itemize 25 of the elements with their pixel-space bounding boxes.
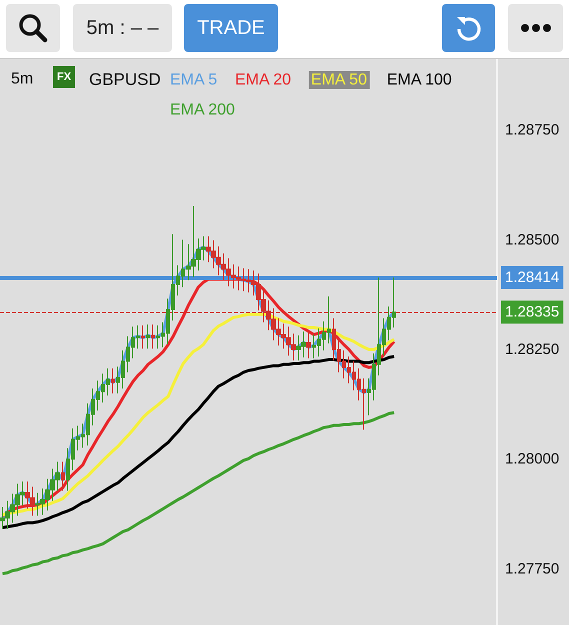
ref-line-label: 1.28414 [505, 269, 560, 286]
text: 5m [11, 70, 34, 88]
ref-line-label: 1.28335 [505, 304, 560, 321]
y-tick-label: 1.28500 [505, 231, 560, 248]
y-tick-label: 1.28250 [505, 340, 560, 358]
candlestick [151, 324, 155, 350]
text: TRADE [184, 4, 278, 52]
text: GBPUSD [89, 70, 161, 89]
y-tick-label: 1.27750 [505, 560, 560, 578]
line-series [1, 411, 396, 576]
line-series [1, 354, 396, 530]
text: EMA 200 [170, 102, 236, 118]
candlestick [141, 324, 145, 350]
fx-icon: FX [53, 66, 75, 88]
candlestick [146, 324, 150, 350]
y-tick-label: 1.28000 [505, 450, 560, 468]
candlestick [61, 461, 65, 492]
text: EMA 20 [235, 72, 292, 88]
text: EMA 50 [310, 72, 368, 88]
candlestick [306, 330, 311, 359]
text: EMA 5 [170, 72, 218, 88]
y-tick-label: 1.28750 [505, 122, 560, 139]
text: 5m : – – [73, 4, 172, 52]
candlestick [111, 368, 115, 394]
text: EMA 100 [386, 72, 452, 88]
